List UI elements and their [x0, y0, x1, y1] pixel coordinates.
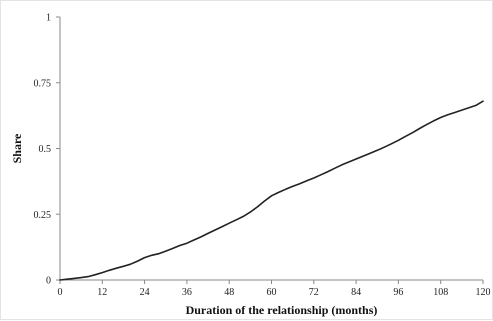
y-tick-label: 0.75: [34, 78, 52, 89]
y-tick-label: 0.25: [34, 210, 52, 221]
x-tick-label: 72: [309, 287, 319, 298]
x-tick-label: 60: [267, 287, 277, 298]
x-tick-label: 96: [393, 287, 403, 298]
series-line: [59, 100, 484, 281]
x-tick-label: 108: [433, 287, 448, 298]
y-tick-label: 0.5: [39, 144, 52, 155]
x-tick-label: 120: [476, 287, 491, 298]
x-tick-label: 24: [140, 287, 150, 298]
x-tick-label: 12: [97, 287, 107, 298]
x-tick-label: 84: [351, 287, 361, 298]
x-tick-label: 0: [58, 287, 63, 298]
x-axis-title: Duration of the relationship (months): [186, 303, 378, 317]
ticks-layer: 0 12 24 36 48 60 72 84 96 108 120 0 0.25 0.5 0.75 1: [34, 13, 491, 299]
x-tick-label: 48: [224, 287, 234, 298]
y-tick-label: 0: [46, 276, 51, 287]
y-tick-label: 1: [46, 13, 51, 24]
series-layer: [59, 100, 484, 281]
x-tick-label: 36: [182, 287, 192, 298]
y-axis-title: Share: [10, 133, 24, 163]
axes-layer: [59, 17, 483, 281]
